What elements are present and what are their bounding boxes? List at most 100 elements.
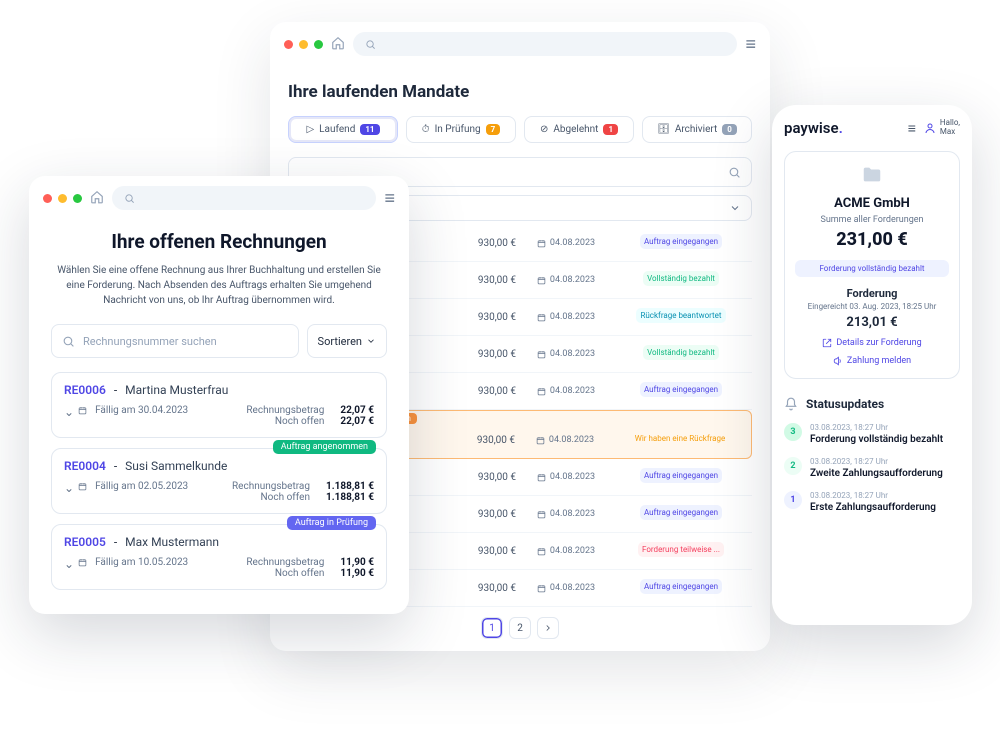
- tab-icon: 🗄: [657, 124, 670, 135]
- invoices-window: ≡ Ihre offenen Rechnungen Wählen Sie ein…: [29, 176, 409, 614]
- tab-label: In Prüfung: [435, 124, 481, 135]
- status-update-item: 203.08.2023, 18:27 UhrZweite Zahlungsauf…: [784, 457, 960, 479]
- invoice-due: Fällig am 30.04.2023: [78, 405, 188, 416]
- sort-dropdown[interactable]: Sortieren: [307, 324, 387, 358]
- search-icon: [728, 166, 741, 179]
- traffic-lights: [43, 194, 82, 203]
- invoice-number: RE0004: [64, 459, 106, 473]
- menu-icon[interactable]: ≡: [745, 34, 756, 55]
- status-date: 03.08.2023, 18:27 Uhr: [810, 491, 936, 500]
- mandate-amount: 930,00 €: [436, 238, 516, 249]
- status-update-item: 103.08.2023, 18:27 UhrErste Zahlungsauff…: [784, 491, 960, 513]
- status-pill: Auftrag eingegangen: [640, 468, 722, 483]
- invoice-customer: Max Mustermann: [125, 535, 219, 549]
- status-pill: Vollständig bezahlt: [643, 345, 719, 360]
- status-text: Erste Zahlungsaufforderung: [810, 502, 936, 513]
- mandate-amount: 930,00 €: [436, 349, 516, 360]
- invoice-head: RE0005-Max Mustermann: [64, 535, 374, 549]
- mandate-date: 04.08.2023: [516, 546, 616, 556]
- sort-label: Sortieren: [318, 335, 362, 348]
- user-greeting[interactable]: Hallo, Max: [924, 119, 960, 137]
- invoice-list: RE0006-Martina Musterfrau⌄ Fällig am 30.…: [51, 372, 387, 590]
- mandate-date: 04.08.2023: [516, 238, 616, 248]
- tab-count: 7: [486, 124, 501, 135]
- tab-laufend[interactable]: ▷ Laufend 11: [288, 116, 398, 143]
- minimize-icon[interactable]: [58, 194, 67, 203]
- status-pill: Auftrag eingegangen: [640, 234, 722, 249]
- status-pill: Auftrag eingegangen: [640, 579, 722, 594]
- status-updates-heading: Statusupdates: [784, 397, 960, 411]
- invoice-amounts: Rechnungsbetrag22,07 €Noch offen22,07 €: [246, 405, 374, 427]
- tab-archiviert[interactable]: 🗄Archiviert0: [642, 116, 752, 143]
- invoices-subtitle: Wählen Sie eine offene Rechnung aus Ihre…: [51, 263, 387, 308]
- user-icon: [924, 122, 936, 134]
- chevron-down-icon: [729, 202, 741, 214]
- mandate-date: 04.08.2023: [516, 386, 616, 396]
- chevron-down-icon[interactable]: ⌄: [64, 557, 74, 571]
- invoices-title: Ihre offenen Rechnungen: [51, 230, 387, 253]
- chevron-down-icon[interactable]: ⌄: [64, 405, 74, 419]
- tab-in-prüfung[interactable]: ⏱In Prüfung7: [406, 116, 516, 143]
- status-pill: Auftrag eingegangen: [640, 505, 722, 520]
- search-icon: [62, 335, 75, 348]
- url-search[interactable]: [112, 186, 376, 210]
- mandate-date: 04.08.2023: [516, 509, 616, 519]
- page-2[interactable]: 2: [509, 617, 531, 639]
- folder-icon: [861, 164, 883, 186]
- tab-icon: ▷: [306, 124, 314, 135]
- mandate-amount: 930,00 €: [436, 386, 516, 397]
- status-update-item: 303.08.2023, 18:27 UhrForderung vollstän…: [784, 423, 960, 445]
- maximize-icon[interactable]: [73, 194, 82, 203]
- chevron-down-icon[interactable]: ⌄: [64, 481, 74, 495]
- home-icon[interactable]: [90, 189, 104, 208]
- status-pill: Vollständig bezahlt: [643, 271, 719, 286]
- close-icon[interactable]: [43, 194, 52, 203]
- company-name: ACME GmbH: [795, 196, 949, 211]
- mobile-header: paywise. ≡ Hallo, Max: [784, 119, 960, 137]
- url-search[interactable]: [353, 32, 737, 56]
- report-payment-link[interactable]: Zahlung melden: [795, 356, 949, 366]
- tab-abgelehnt[interactable]: ⊘Abgelehnt1: [524, 116, 634, 143]
- mandate-amount: 930,00 €: [436, 312, 516, 323]
- mandate-date: 04.08.2023: [516, 275, 616, 285]
- tab-count: 0: [722, 124, 737, 135]
- minimize-icon[interactable]: [299, 40, 308, 49]
- chevron-right-icon: [543, 623, 553, 633]
- mandate-amount: 930,00 €: [436, 509, 516, 520]
- invoice-card[interactable]: Auftrag angenommenRE0004-Susi Sammelkund…: [51, 448, 387, 514]
- mandate-amount: 930,00 €: [436, 472, 516, 483]
- tab-count: 11: [360, 124, 379, 135]
- invoice-status-tag: Auftrag angenommen: [273, 440, 376, 454]
- mandate-date: 04.08.2023: [515, 435, 615, 445]
- sum-value: 231,00 €: [795, 229, 949, 250]
- claim-submitted: Eingereicht 03. Aug. 2023, 18:25 Uhr: [795, 302, 949, 311]
- home-icon[interactable]: [331, 35, 345, 54]
- menu-icon[interactable]: ≡: [384, 188, 395, 209]
- invoice-status-tag: Auftrag in Prüfung: [287, 516, 376, 530]
- invoice-card[interactable]: Auftrag in PrüfungRE0005-Max Mustermann⌄…: [51, 524, 387, 590]
- close-icon[interactable]: [284, 40, 293, 49]
- page-next[interactable]: [537, 617, 559, 639]
- status-text: Zweite Zahlungsaufforderung: [810, 468, 943, 479]
- window-chrome: ≡: [270, 22, 770, 68]
- status-updates-list: 3 03.08.2023, 18:27 Uhr Forderung vollstän…: [784, 423, 960, 513]
- status-step-number: 3: [784, 423, 802, 441]
- mandate-tabs: ▷Laufend11⏱In Prüfung7⊘Abgelehnt1🗄Archiv…: [288, 116, 752, 143]
- invoice-card[interactable]: RE0006-Martina Musterfrau⌄ Fällig am 30.…: [51, 372, 387, 438]
- mandate-date: 04.08.2023: [516, 583, 616, 593]
- invoice-customer: Martina Musterfrau: [125, 383, 228, 397]
- tab-label: Laufend: [319, 124, 355, 135]
- invoice-number: RE0005: [64, 535, 106, 549]
- status-pill: Forderung teilweise ...: [638, 542, 724, 557]
- details-link[interactable]: Details zur Forderung: [795, 338, 949, 348]
- tab-icon: ⊘: [540, 124, 548, 135]
- page-1[interactable]: 1: [481, 617, 503, 639]
- status-text: Forderung vollständig bezahlt: [810, 434, 943, 445]
- maximize-icon[interactable]: [314, 40, 323, 49]
- paid-stripe: Forderung vollständig bezahlt: [795, 260, 949, 277]
- invoice-search-input[interactable]: Rechnungsnummer suchen: [51, 324, 299, 358]
- invoice-amounts: Rechnungsbetrag1.188,81 €Noch offen1.188…: [232, 481, 374, 503]
- menu-icon[interactable]: ≡: [908, 120, 916, 137]
- chevron-down-icon: [366, 336, 376, 346]
- claim-amount: 213,01 €: [795, 315, 949, 330]
